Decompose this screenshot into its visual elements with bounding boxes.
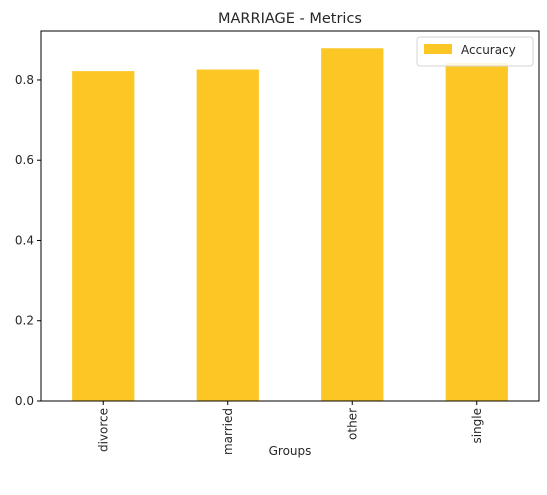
bar-other <box>321 48 384 401</box>
legend-label: Accuracy <box>461 43 516 57</box>
bar-married <box>196 69 259 402</box>
bars-layer <box>72 48 508 402</box>
x-axis-label: Groups <box>269 444 312 458</box>
y-tick-label: 0.0 <box>15 394 34 408</box>
x-tick-label-married: married <box>221 408 235 455</box>
y-tick-label: 0.2 <box>15 314 34 328</box>
chart-title: MARRIAGE - Metrics <box>218 11 362 27</box>
bar-single <box>445 63 508 401</box>
y-tick-label: 0.6 <box>15 153 34 167</box>
y-tick-label: 0.8 <box>15 73 34 87</box>
plot-frame <box>40 30 540 402</box>
x-tick-label-divorce: divorce <box>96 408 110 452</box>
y-tick-label: 0.4 <box>15 233 34 247</box>
x-axis: divorce married other single <box>96 401 484 455</box>
bar-divorce <box>72 71 135 401</box>
legend: Accuracy <box>416 36 534 67</box>
y-axis: 0.0 0.2 0.4 0.6 0.8 <box>15 73 41 408</box>
x-tick-label-single: single <box>470 408 484 444</box>
legend-swatch <box>424 44 452 54</box>
x-tick-label-other: other <box>345 408 359 440</box>
